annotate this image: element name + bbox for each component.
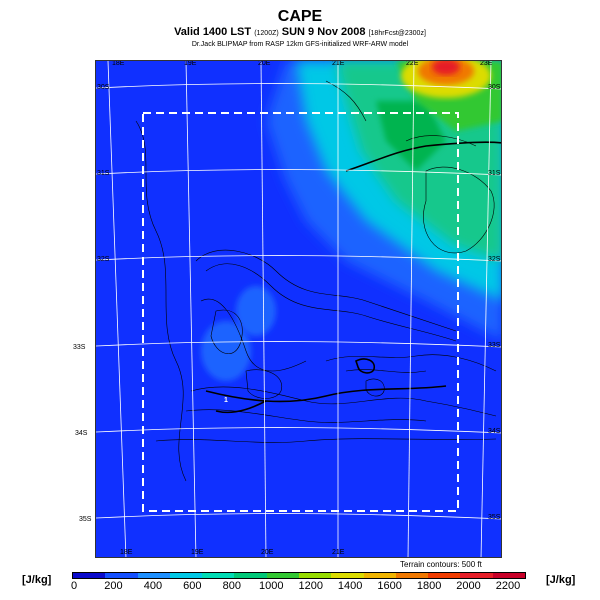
colorbar-swatch: [363, 573, 396, 578]
unit-label-right: [J/kg]: [546, 574, 576, 586]
unit-label-left: [J/kg]: [22, 574, 52, 586]
colorbar-swatch: [169, 573, 203, 578]
valid-date: SUN 9 Nov 2008: [281, 26, 366, 38]
colorbar-swatch: [266, 573, 299, 578]
model-credit: Dr.Jack BLIPMAP from RASP 12km GFS-initi…: [191, 41, 409, 48]
utc-time: (1200Z): [254, 30, 279, 37]
colorbar-swatch: [331, 573, 364, 578]
colorbar-swatch: [428, 573, 461, 578]
point-marker: 1: [224, 397, 228, 404]
colorbar-swatch: [298, 573, 332, 578]
lat-label-right: 30S: [488, 84, 501, 91]
inner-domain-boundary: [142, 112, 459, 512]
colorbar-swatch: [234, 573, 267, 578]
colorbar-swatch: [492, 573, 525, 578]
colorbar-tick-label: 1200: [298, 580, 323, 592]
colorbar-tick-label: 2000: [456, 580, 481, 592]
chart-title: CAPE: [277, 8, 323, 25]
cape-field-red: [432, 61, 460, 75]
lon-label-bottom: 20E: [261, 549, 274, 556]
colorbar-tick-label: 1000: [259, 580, 284, 592]
colorbar-swatch: [395, 573, 429, 578]
lat-label-right: 32S: [488, 256, 501, 263]
colorbar-swatch: [137, 573, 170, 578]
colorbar-tick-label: 0: [70, 580, 78, 592]
lon-label-top: 21E: [332, 60, 345, 67]
terrain-contour-note: Terrain contours: 500 ft: [400, 560, 482, 569]
lon-label-top: 19E: [184, 60, 197, 67]
lat-lon-grid: [96, 61, 501, 557]
lat-label-outer: 35S: [79, 516, 92, 523]
colorbar-tick-label: 800: [222, 580, 241, 592]
map-panel: 18E 19E 20E 21E 22E 23E 18E 19E 20E 21E …: [95, 60, 502, 558]
lat-label-left: 31S: [97, 170, 110, 177]
cape-field-patch-2: [236, 286, 276, 336]
lat-label-right: 34S: [488, 428, 501, 435]
colorbar-swatch: [73, 573, 106, 578]
colorbar-tick-label: 1600: [377, 580, 402, 592]
lat-label-right: 33S: [488, 342, 501, 349]
lat-label-left: 32S: [97, 256, 110, 263]
valid-time: Valid 1400 LST: [174, 26, 252, 38]
terrain-contours-bold: [205, 141, 501, 414]
forecast-info: [18hrFcst@2300z]: [368, 30, 426, 37]
lon-label-top: 20E: [258, 60, 271, 67]
lon-label-top: 22E: [406, 60, 419, 67]
lon-label-bottom: 18E: [120, 549, 133, 556]
lon-label-bottom: 21E: [332, 549, 345, 556]
chart-subtitle: Valid 1400 LST (1200Z) SUN 9 Nov 2008 [1…: [0, 26, 600, 38]
lon-label-bottom: 19E: [191, 549, 204, 556]
colorbar-swatch: [105, 573, 138, 578]
lat-label-right: 35S: [488, 514, 501, 521]
colorbar-tick-label: 1400: [337, 580, 363, 592]
colorbar-tick-label: 600: [183, 580, 202, 592]
cape-field-patch-1: [201, 321, 251, 381]
colorbar-swatch: [460, 573, 493, 578]
colorbar-tick-label: 200: [104, 580, 123, 592]
colorbar-tick-label: 2200: [495, 580, 521, 592]
colorbar-swatch: [202, 573, 235, 578]
colorbar: [72, 572, 526, 579]
lat-label-outer: 33S: [73, 344, 86, 351]
lat-label-outer: 34S: [75, 430, 88, 437]
cape-field-green-dark: [376, 101, 446, 171]
colorbar-tick-label: 1800: [416, 580, 442, 592]
lat-label-left: 30S: [97, 84, 110, 91]
lat-label-right: 31S: [488, 170, 501, 177]
lon-label-top: 23E: [480, 60, 493, 67]
colorbar-tick-label: 400: [143, 580, 163, 592]
lon-label-top: 18E: [112, 60, 125, 67]
cape-map: [96, 61, 501, 557]
